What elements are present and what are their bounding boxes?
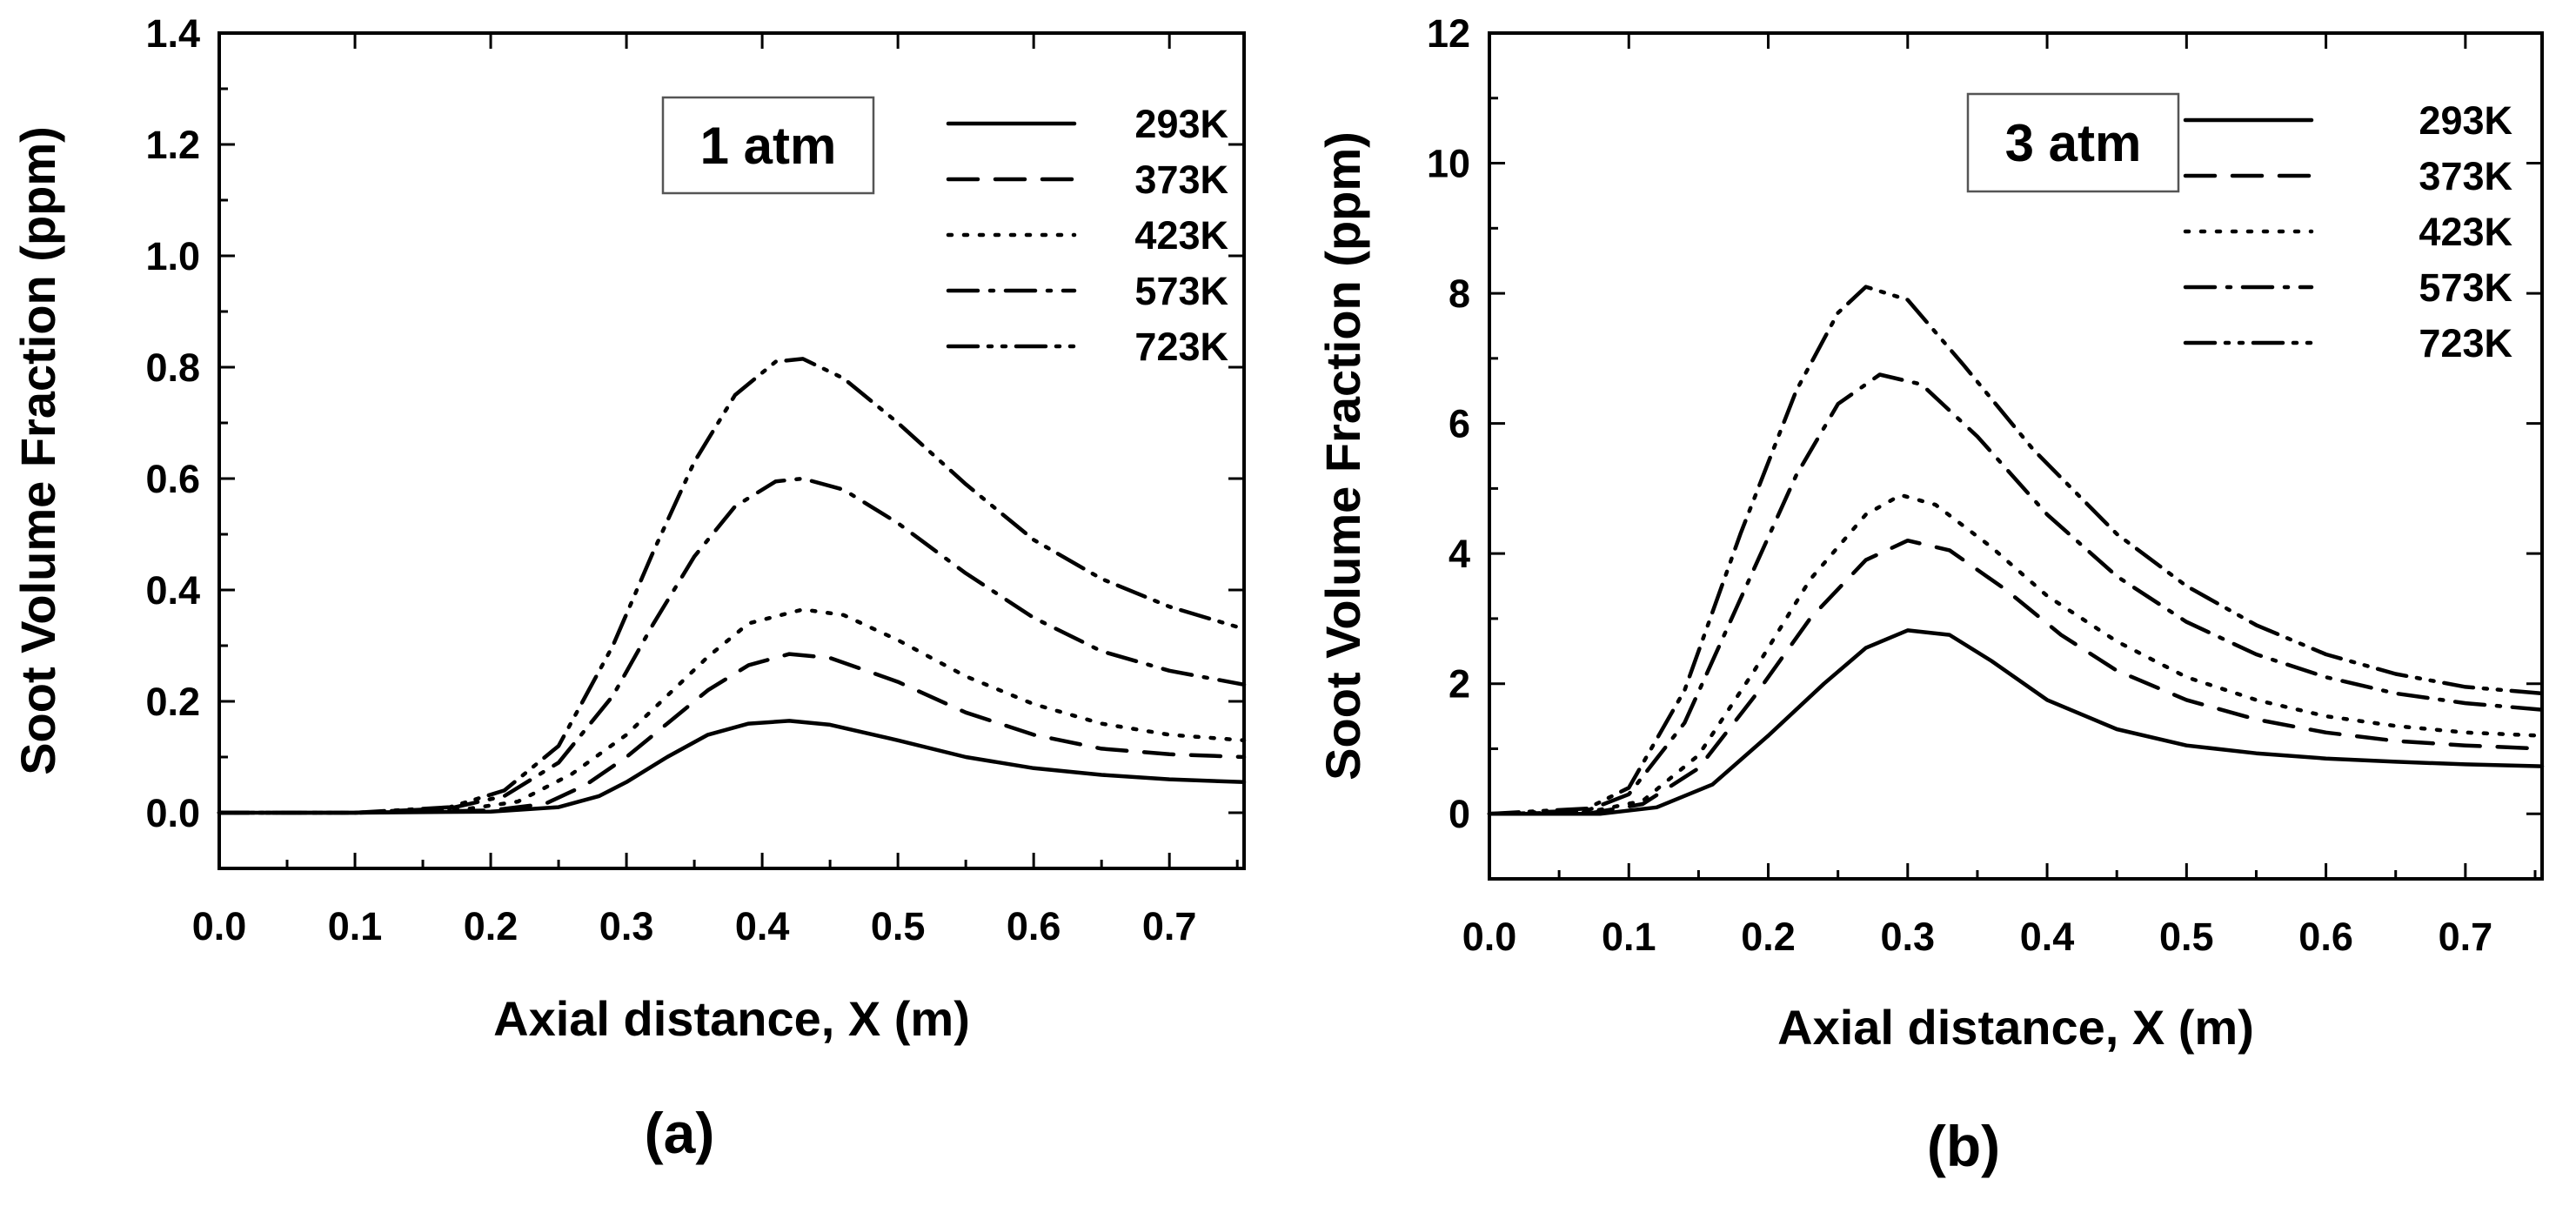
x-tick-label: 0.6 bbox=[1007, 904, 1061, 948]
y-tick-label: 0 bbox=[1449, 792, 1470, 836]
y-tick-label: 8 bbox=[1449, 271, 1470, 316]
y-tick-label: 1.4 bbox=[145, 11, 200, 56]
series-line-293K bbox=[217, 719, 1247, 815]
y-tick-label: 2 bbox=[1449, 662, 1470, 707]
x-tick-label: 0.0 bbox=[1462, 915, 1517, 959]
series-line-723K bbox=[1487, 285, 2545, 816]
legend-label-723K: 723K bbox=[1134, 325, 1228, 369]
panel-label: (a) bbox=[645, 1101, 715, 1165]
series-line-573K bbox=[1487, 372, 2545, 816]
y-tick-label: 0.6 bbox=[145, 457, 200, 501]
series-line-723K bbox=[217, 357, 1247, 815]
series-line-373K bbox=[217, 652, 1247, 815]
y-tick-label: 1.0 bbox=[145, 234, 200, 278]
y-tick-label: 0.0 bbox=[145, 791, 200, 835]
legend-label-573K: 573K bbox=[1134, 269, 1228, 313]
pressure-annotation: 3 atm bbox=[2005, 114, 2142, 172]
x-tick-label: 0.5 bbox=[2159, 915, 2214, 959]
legend-label-373K: 373K bbox=[1134, 157, 1228, 202]
series-line-293K bbox=[1487, 628, 2545, 816]
panel-label: (b) bbox=[1927, 1114, 2000, 1178]
pressure-annotation: 1 atm bbox=[700, 117, 837, 175]
x-tick-label: 0.1 bbox=[328, 904, 383, 948]
panel-b-chart: 0.0 0.1 0.2 0.3 0.4 0.5 0.6 0.7 0 2 4 6 8 10 12 Axial d… bbox=[1315, 11, 2545, 1178]
x-tick-label: 0.2 bbox=[464, 904, 519, 948]
x-tick-label: 0.6 bbox=[2298, 915, 2353, 959]
y-tick-label: 10 bbox=[1427, 142, 1470, 186]
x-tick-label: 0.3 bbox=[1881, 915, 1936, 959]
legend-label-373K: 373K bbox=[2419, 154, 2512, 198]
plot-frame bbox=[217, 31, 1246, 870]
y-tick-label: 1.2 bbox=[145, 123, 200, 167]
y-tick-label: 6 bbox=[1449, 402, 1470, 446]
x-tick-label: 0.4 bbox=[2020, 915, 2075, 959]
panel-a-chart: 0.0 0.1 0.2 0.3 0.4 0.5 0.6 0.7 0.0 0.2 0.4 0.6 0.8 1… bbox=[10, 11, 1247, 1165]
y-axis-title: Soot Volume Fraction (ppm) bbox=[10, 126, 65, 775]
y-tick-label: 0.2 bbox=[145, 680, 200, 724]
plot-frame bbox=[1488, 31, 2544, 881]
legend-label-293K: 293K bbox=[1134, 102, 1228, 146]
legend: 293K 373K 423K 573K 723K bbox=[2183, 98, 2513, 365]
y-axis-title: Soot Volume Fraction (ppm) bbox=[1315, 131, 1370, 781]
legend-label-723K: 723K bbox=[2419, 321, 2512, 365]
series-line-373K bbox=[1487, 538, 2545, 816]
series-line-423K bbox=[1487, 493, 2545, 816]
legend-label-293K: 293K bbox=[2419, 98, 2512, 143]
legend-label-573K: 573K bbox=[2419, 265, 2512, 310]
legend-label-423K: 423K bbox=[2419, 210, 2512, 254]
y-tick-label: 12 bbox=[1427, 11, 1470, 56]
y-tick-label: 0.8 bbox=[145, 345, 200, 390]
y-tick-label: 0.4 bbox=[145, 568, 200, 613]
y-tick-label: 4 bbox=[1449, 532, 1470, 576]
x-tick-label: 0.5 bbox=[871, 904, 926, 948]
x-tick-label: 0.4 bbox=[735, 904, 790, 948]
series-line-423K bbox=[217, 607, 1247, 815]
x-axis-title: Axial distance, X (m) bbox=[1777, 1000, 2254, 1055]
x-tick-label: 0.2 bbox=[1741, 915, 1796, 959]
x-axis-title: Axial distance, X (m) bbox=[493, 991, 970, 1046]
x-tick-label: 0.7 bbox=[2439, 915, 2493, 959]
x-tick-label: 0.1 bbox=[1602, 915, 1656, 959]
series-line-573K bbox=[217, 476, 1247, 815]
x-tick-label: 0.7 bbox=[1142, 904, 1197, 948]
annotation-box bbox=[1966, 92, 2180, 193]
legend: 293K 373K 423K 573K 723K bbox=[946, 102, 1229, 369]
x-tick-label: 0.3 bbox=[599, 904, 654, 948]
legend-label-423K: 423K bbox=[1134, 213, 1228, 258]
x-tick-label: 0.0 bbox=[192, 904, 247, 948]
annotation-box bbox=[661, 96, 875, 195]
